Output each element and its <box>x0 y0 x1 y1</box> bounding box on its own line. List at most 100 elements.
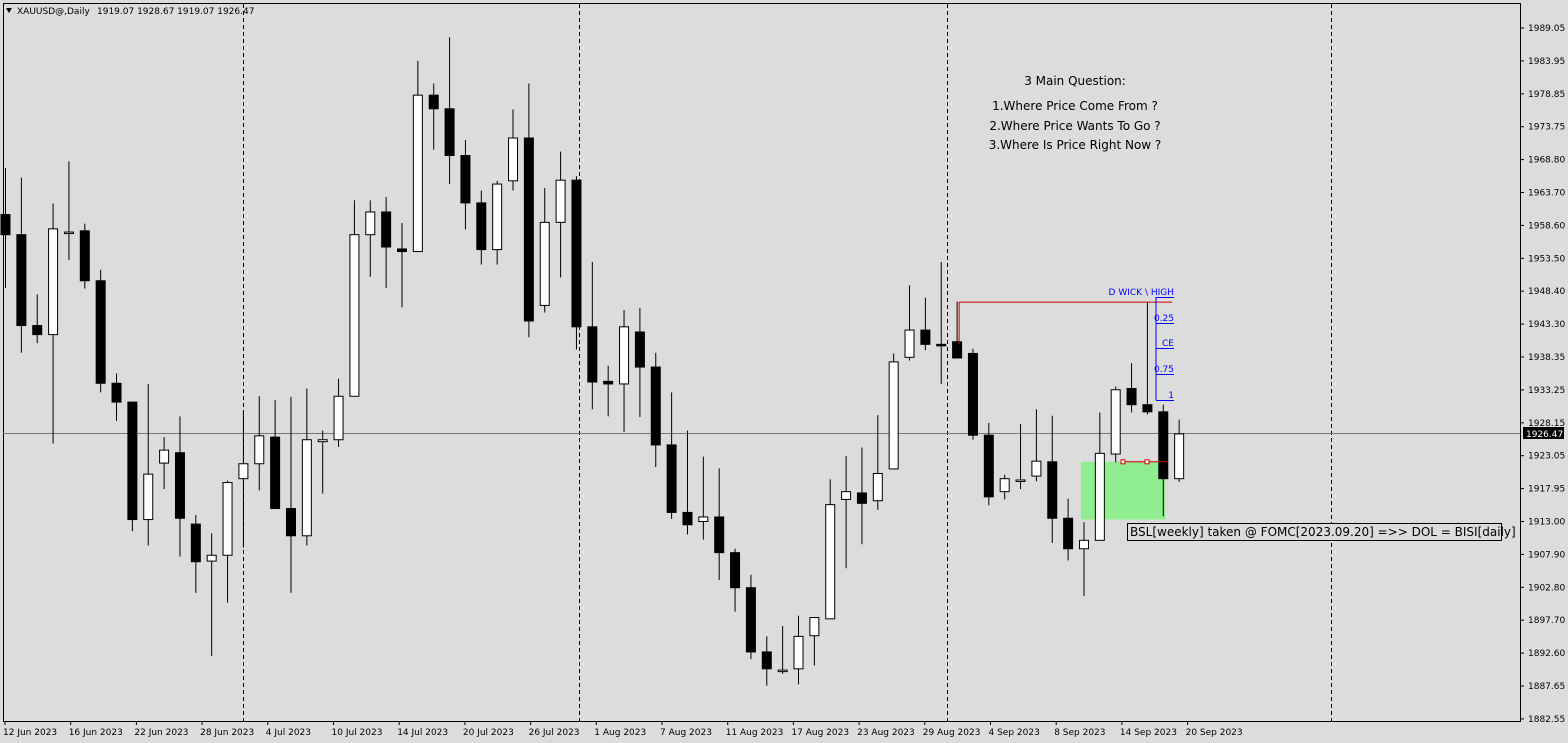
candle <box>952 301 963 359</box>
bull-candle-body <box>888 361 899 470</box>
candle <box>1078 522 1089 597</box>
question-3: 3.Where Is Price Right Now ? <box>989 138 1162 152</box>
candle <box>1158 404 1169 517</box>
bear-candle-body <box>666 444 677 513</box>
bear-candle-body <box>952 341 963 359</box>
candle <box>856 447 867 545</box>
candle <box>270 400 281 510</box>
bear-candle-body <box>714 516 725 554</box>
candle <box>1047 415 1058 543</box>
candle <box>127 401 138 532</box>
x-tick-label: 29 Aug 2023 <box>923 728 981 738</box>
candle <box>587 261 598 410</box>
bear-candle-body <box>428 94 439 110</box>
candle <box>222 480 233 603</box>
bull-candle-body <box>1174 433 1185 480</box>
bull-candle-body <box>793 635 804 670</box>
candle <box>967 348 978 440</box>
candle <box>79 223 90 289</box>
x-tick-label: 4 Jul 2023 <box>266 728 311 738</box>
period-separators <box>243 4 1332 721</box>
bull-candle-body <box>999 478 1010 493</box>
candle <box>143 383 154 546</box>
bull-candle-body <box>63 231 74 235</box>
bull-candle-body <box>872 472 883 502</box>
bull-candle-body <box>698 516 709 522</box>
y-tick-label: 1907.90 <box>1528 550 1565 560</box>
candle <box>1142 302 1153 415</box>
y-tick-label: 1913.00 <box>1528 518 1565 528</box>
fib-label-ce: CE <box>1162 339 1174 349</box>
candle <box>317 430 328 494</box>
y-tick-label: 1963.70 <box>1528 189 1565 199</box>
bull-candle-body <box>365 211 376 236</box>
bear-candle-body <box>111 382 122 403</box>
candle <box>777 625 788 674</box>
bear-candle-body <box>381 211 392 248</box>
bull-candle-body <box>555 179 566 223</box>
y-tick-label: 1917.95 <box>1528 485 1565 495</box>
x-tick-label: 7 Aug 2023 <box>660 728 712 738</box>
x-tick-label: 23 Aug 2023 <box>857 728 915 738</box>
candle <box>523 83 534 338</box>
bull-candle-body <box>159 449 170 464</box>
candle <box>634 308 645 418</box>
chart-header: XAUUSD@,Daily 1919.07 1928.67 1919.07 19… <box>6 7 254 17</box>
bull-candle-body <box>349 234 360 397</box>
candle <box>159 437 170 490</box>
bull-candle-body <box>1110 389 1121 455</box>
candle <box>841 455 852 569</box>
bear-candle-body <box>127 401 138 521</box>
bull-candle-body <box>222 482 233 556</box>
ohlc-values: 1919.07 1928.67 1919.07 1926.47 <box>97 7 254 17</box>
fib-tool <box>958 297 1174 465</box>
bear-candle-body <box>460 155 471 204</box>
bull-candle-body <box>254 435 265 465</box>
annotation-box[interactable]: BSL[weekly] taken @ FOMC[2023.09.20] =>>… <box>1127 523 1516 541</box>
symbol-label: XAUUSD@,Daily <box>17 7 90 17</box>
bear-candle-body <box>983 434 994 498</box>
x-tick-label: 16 Jun 2023 <box>69 728 123 738</box>
candle <box>1126 363 1137 413</box>
candle <box>809 617 820 666</box>
bear-candle-body <box>16 234 27 327</box>
x-tick-label: 17 Aug 2023 <box>791 728 849 738</box>
bear-candle-body <box>270 436 281 510</box>
notes-text: 3 Main Question: 1.Where Price Come From… <box>989 74 1162 152</box>
x-tick-label: 10 Jul 2023 <box>332 728 383 738</box>
bear-candle-body <box>174 452 185 519</box>
plot-frame <box>3 3 1521 722</box>
fib-label-075: 0.75 <box>1154 365 1174 375</box>
candle <box>381 197 392 288</box>
candle <box>1094 412 1105 541</box>
x-tick-label: 22 Jun 2023 <box>134 728 188 738</box>
y-tick-label: 1897.70 <box>1528 616 1565 626</box>
bull-candle-body <box>809 617 820 637</box>
bear-candle-body <box>190 523 201 563</box>
bear-candle-body <box>587 326 598 383</box>
x-tick-label: 26 Jul 2023 <box>529 728 580 738</box>
bear-candle-body <box>1126 387 1137 406</box>
candle <box>48 203 59 444</box>
y-tick-label: 1968.80 <box>1528 156 1565 166</box>
x-tick-label: 28 Jun 2023 <box>200 728 254 738</box>
triangle-down-icon[interactable] <box>6 8 12 13</box>
bear-candle-body <box>650 366 661 446</box>
bear-candle-body <box>967 352 978 436</box>
notes-title: 3 Main Question: <box>1024 74 1126 88</box>
bear-candle-body <box>1047 461 1058 519</box>
candle <box>539 187 550 313</box>
candle <box>825 479 836 620</box>
bear-candle-body <box>603 380 614 385</box>
bear-candle-body <box>0 214 11 236</box>
candle <box>95 269 106 393</box>
bull-candle-body <box>841 491 852 500</box>
time-axis: 12 Jun 2023 16 Jun 2023 22 Jun 2023 28 Jun … <box>3 721 1243 738</box>
fib-labels: D WICK \ HIGH 0.25 CE 0.75 1 <box>1109 288 1175 401</box>
candle <box>32 294 43 344</box>
bull-candle-body <box>1031 460 1042 477</box>
fib-label-1: 1 <box>1168 391 1174 401</box>
bsl-anchor-right[interactable] <box>1144 459 1150 465</box>
bsl-anchor-left[interactable] <box>1120 459 1126 465</box>
